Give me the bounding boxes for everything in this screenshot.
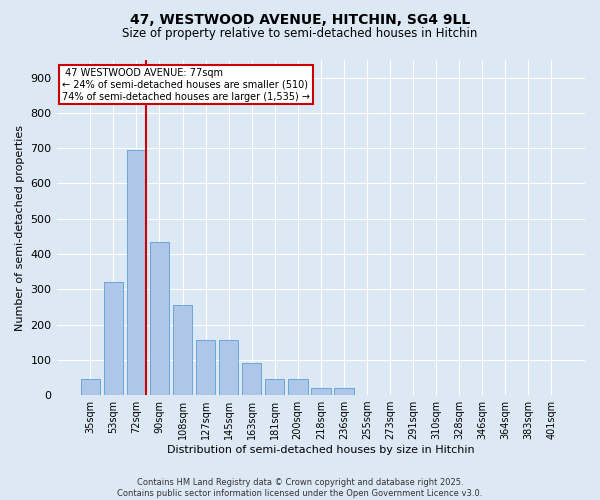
- Bar: [196, 340, 215, 395]
- Bar: [265, 379, 284, 395]
- Bar: [311, 388, 331, 395]
- Text: Contains HM Land Registry data © Crown copyright and database right 2025.
Contai: Contains HM Land Registry data © Crown c…: [118, 478, 482, 498]
- Bar: [334, 388, 353, 395]
- Bar: [219, 340, 238, 395]
- Bar: [127, 150, 146, 395]
- Bar: [173, 305, 193, 395]
- Bar: [288, 379, 308, 395]
- Bar: [104, 282, 123, 395]
- Text: 47 WESTWOOD AVENUE: 77sqm
← 24% of semi-detached houses are smaller (510)
74% of: 47 WESTWOOD AVENUE: 77sqm ← 24% of semi-…: [62, 68, 310, 102]
- Bar: [149, 242, 169, 395]
- Bar: [80, 379, 100, 395]
- X-axis label: Distribution of semi-detached houses by size in Hitchin: Distribution of semi-detached houses by …: [167, 445, 475, 455]
- Text: 47, WESTWOOD AVENUE, HITCHIN, SG4 9LL: 47, WESTWOOD AVENUE, HITCHIN, SG4 9LL: [130, 12, 470, 26]
- Bar: [242, 364, 262, 395]
- Y-axis label: Number of semi-detached properties: Number of semi-detached properties: [15, 124, 25, 330]
- Text: Size of property relative to semi-detached houses in Hitchin: Size of property relative to semi-detach…: [122, 28, 478, 40]
